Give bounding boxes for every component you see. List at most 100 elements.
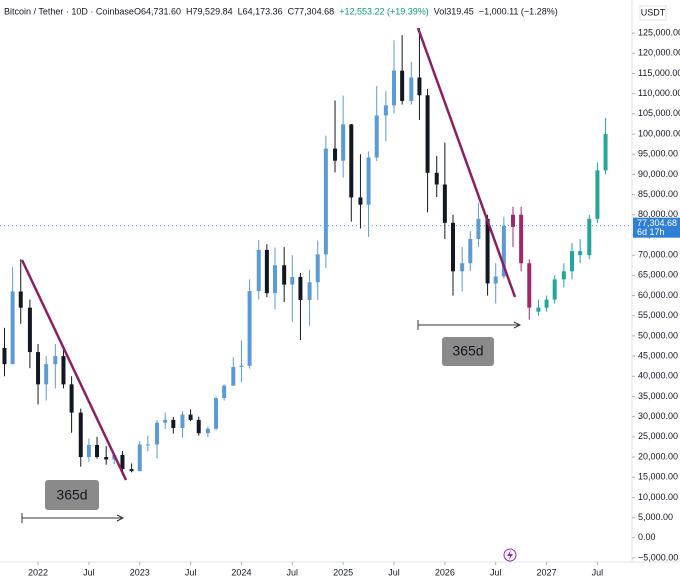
candle-body — [468, 239, 473, 264]
candle-body — [61, 356, 66, 385]
candle-body — [2, 348, 7, 365]
price-tag-label: 77,304.68 — [637, 218, 677, 228]
y-tick-label: 50,000.00 — [638, 330, 678, 340]
candle-body — [129, 469, 134, 472]
candle-body — [511, 214, 516, 227]
candle-body — [53, 356, 58, 365]
header-value: C77,304.68 — [288, 6, 335, 16]
candle-body — [180, 414, 185, 428]
header-value: Vol319.45 — [434, 6, 474, 16]
y-tick-label: 40,000.00 — [638, 371, 678, 381]
x-tick-label: 2022 — [28, 567, 48, 577]
candle-body — [104, 457, 109, 460]
candle-body — [95, 444, 100, 458]
x-tick-label: Jul — [287, 567, 299, 577]
header-value: O64,731.60 — [134, 6, 181, 16]
y-tick-label: 120,000.00 — [638, 48, 680, 58]
candle-body — [222, 385, 227, 399]
header-value: −1,000.11 (−1.28%) — [479, 6, 558, 16]
candle-body — [409, 77, 414, 101]
x-tick-label: 2024 — [231, 567, 251, 577]
candle-body — [485, 218, 490, 284]
x-tick-label: Jul — [83, 567, 95, 577]
candle-body — [501, 225, 506, 277]
candle-body — [282, 265, 287, 285]
x-tick-label: 2023 — [130, 567, 150, 577]
range-arrow — [116, 514, 125, 522]
y-tick-label: 70,000.00 — [638, 250, 678, 260]
candle-body — [561, 271, 566, 280]
candle-body — [383, 105, 388, 116]
candle-body — [78, 412, 83, 458]
candle-body — [536, 307, 541, 312]
candle-body — [392, 70, 397, 106]
candle-body — [86, 444, 91, 458]
candle-body — [155, 422, 160, 445]
currency-box — [639, 5, 667, 21]
lightning-icon — [507, 550, 513, 560]
y-tick-label: −5,000.00 — [638, 552, 678, 562]
candle-body — [476, 218, 481, 240]
candle-body — [315, 254, 320, 283]
candle-body — [358, 197, 363, 205]
plot — [0, 28, 632, 476]
candle-body — [527, 263, 532, 308]
y-tick-label: 30,000.00 — [638, 411, 678, 421]
candle-body — [188, 414, 193, 420]
candle-body — [519, 214, 524, 264]
y-tick-label: 5,000.00 — [638, 512, 673, 522]
annotation-box — [442, 337, 494, 366]
candle-body — [417, 77, 422, 96]
y-tick-label: 35,000.00 — [638, 391, 678, 401]
price-tag-countdown: 6d 17h — [637, 227, 665, 237]
candle-body — [578, 251, 583, 256]
candle-body — [333, 148, 338, 161]
annotation: 365d — [452, 343, 483, 359]
candle-body — [290, 276, 295, 285]
candle-body — [18, 291, 23, 308]
trend-line — [20, 259, 128, 481]
x-tick-label: Jul — [592, 567, 604, 577]
candle-body — [36, 352, 41, 385]
x-tick-label: 2026 — [435, 567, 455, 577]
y-tick-label: 10,000.00 — [638, 492, 678, 502]
candle-body — [256, 249, 261, 292]
currency: USDT — [641, 7, 666, 17]
y-tick-label: 85,000.00 — [638, 189, 678, 199]
y-tick-label: 105,000.00 — [638, 108, 680, 118]
y-tick-label: 125,000.00 — [638, 27, 680, 37]
candle-body — [425, 95, 430, 173]
candle-body — [595, 170, 600, 219]
y-tick-label: 90,000.00 — [638, 169, 678, 179]
candle-body — [137, 444, 142, 472]
candle-body — [552, 279, 557, 300]
candle-body — [264, 249, 269, 294]
y-tick-label: 55,000.00 — [638, 310, 678, 320]
y-tick-label: 45,000.00 — [638, 350, 678, 360]
candle-body — [145, 444, 150, 446]
candle-body — [171, 419, 176, 428]
candle-body — [450, 222, 455, 272]
x-tick-label: Jul — [490, 567, 502, 577]
candle-body — [349, 124, 354, 198]
candle-body — [44, 364, 49, 385]
annotation: 365d — [56, 487, 87, 503]
y-tick-label: 110,000.00 — [638, 88, 680, 98]
y-tick-label: 0.00 — [638, 532, 656, 542]
y-tick-label: 25,000.00 — [638, 431, 678, 441]
candle-body — [493, 276, 498, 284]
y-tick-label: 20,000.00 — [638, 451, 678, 461]
price-tag — [633, 217, 680, 238]
y-tick-label: 80,000.00 — [638, 209, 678, 219]
header-value: +12,553.22 (+19.39%) — [339, 6, 429, 16]
trend-line — [416, 27, 517, 298]
y-tick-label: 100,000.00 — [638, 128, 680, 138]
header-value: L64,173.36 — [238, 6, 283, 16]
candle-body — [196, 419, 201, 434]
candle-body — [214, 398, 219, 429]
header-value: H79,529.84 — [186, 6, 233, 16]
candle-body — [307, 282, 312, 300]
candle-body — [298, 276, 303, 300]
